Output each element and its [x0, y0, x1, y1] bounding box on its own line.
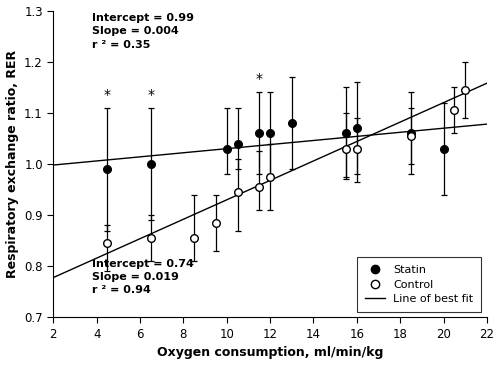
Text: Intercept = 0.99
Slope = 0.004
r ² = 0.35: Intercept = 0.99 Slope = 0.004 r ² = 0.3…: [92, 13, 194, 50]
Text: Intercept = 0.74
Slope = 0.019
r ² = 0.94: Intercept = 0.74 Slope = 0.019 r ² = 0.9…: [92, 259, 194, 295]
Y-axis label: Respiratory exchange ratio, RER: Respiratory exchange ratio, RER: [6, 50, 18, 278]
Text: *: *: [104, 88, 111, 101]
Text: *: *: [148, 88, 154, 101]
Legend: Statin, Control, Line of best fit: Statin, Control, Line of best fit: [357, 257, 482, 312]
X-axis label: Oxygen consumption, ml/min/kg: Oxygen consumption, ml/min/kg: [157, 346, 384, 360]
Text: *: *: [256, 72, 263, 86]
